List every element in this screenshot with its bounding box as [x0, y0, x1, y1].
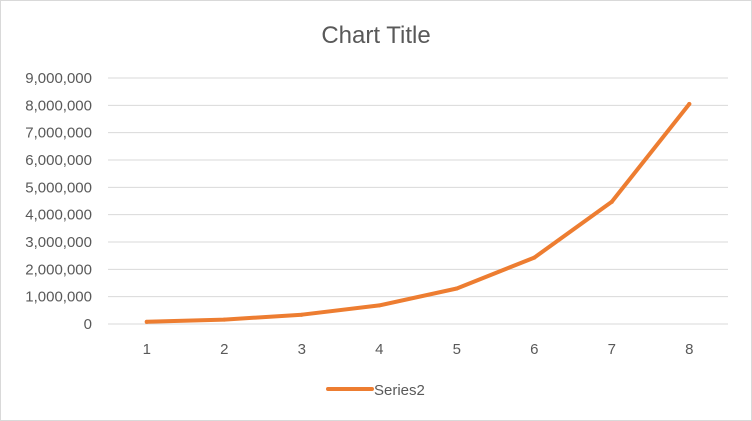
- plot-area: [144, 101, 692, 324]
- chart-title: Chart Title: [321, 22, 430, 49]
- y-tick-label: 8,000,000: [25, 97, 92, 114]
- gridlines: [108, 77, 728, 325]
- x-axis: 1 2 3 4 5 6 7 8: [143, 341, 694, 358]
- y-tick-label: 4,000,000: [25, 207, 92, 224]
- x-tick-label: 6: [530, 341, 538, 358]
- data-point: [687, 101, 692, 106]
- x-tick-label: 3: [298, 341, 306, 358]
- y-tick-label: 0: [84, 316, 92, 333]
- data-point: [454, 286, 459, 291]
- y-tick-label: 6,000,000: [25, 152, 92, 169]
- legend: Series2: [326, 382, 425, 399]
- x-tick-label: 1: [143, 341, 151, 358]
- data-point: [144, 319, 149, 324]
- x-tick-label: 5: [453, 341, 461, 358]
- y-tick-label: 3,000,000: [25, 234, 92, 251]
- data-point: [299, 312, 304, 317]
- x-tick-label: 8: [685, 341, 693, 358]
- series-line-1: [144, 102, 692, 324]
- x-tick-label: 2: [220, 341, 228, 358]
- y-tick-label: 7,000,000: [25, 125, 92, 142]
- data-point: [609, 199, 614, 204]
- x-tick-label: 7: [608, 341, 616, 358]
- data-point: [222, 317, 227, 322]
- data-point: [532, 255, 537, 260]
- y-axis: 0 1,000,000 2,000,000 3,000,000 4,000,000 5,0…: [25, 70, 92, 333]
- legend-label-series2: Series2: [374, 382, 425, 399]
- y-tick-label: 5,000,000: [25, 179, 92, 196]
- y-tick-label: 2,000,000: [25, 261, 92, 278]
- x-tick-label: 4: [375, 341, 383, 358]
- data-point: [377, 303, 382, 308]
- y-tick-label: 9,000,000: [25, 70, 92, 87]
- y-tick-label: 1,000,000: [25, 289, 92, 306]
